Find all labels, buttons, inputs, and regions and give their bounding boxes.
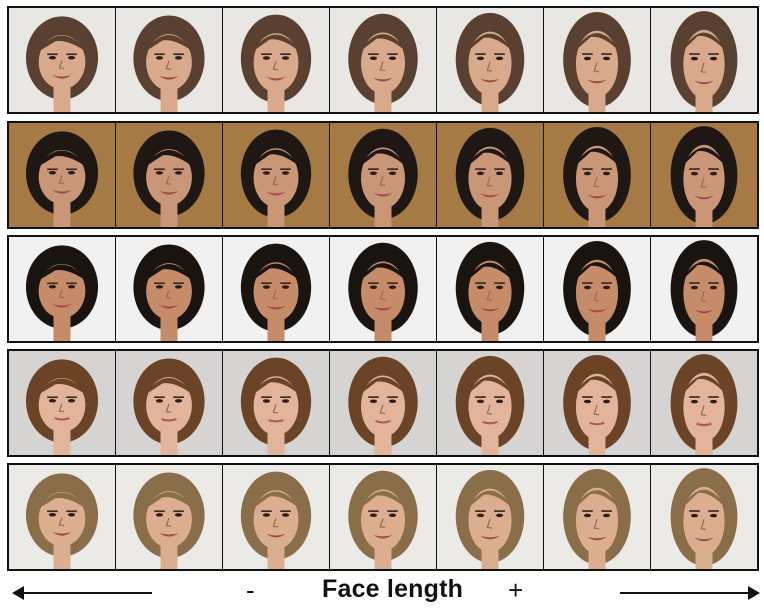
- face-image: [330, 123, 437, 227]
- axis-label: Face length: [322, 575, 464, 603]
- face-image: [116, 8, 223, 112]
- right-arrow-icon: [620, 586, 760, 600]
- minus-sign: -: [246, 575, 255, 605]
- face-row-3: [7, 235, 759, 343]
- face-image: [116, 123, 223, 227]
- face-image: [544, 351, 651, 455]
- face-image: [116, 351, 223, 455]
- face-image: [544, 465, 651, 569]
- plus-sign: +: [508, 575, 524, 605]
- face-image: [116, 237, 223, 341]
- face-image: [437, 123, 544, 227]
- face-row-1: [7, 6, 759, 114]
- face-image: [651, 351, 757, 455]
- face-image: [116, 465, 223, 569]
- face-image: [223, 465, 330, 569]
- face-image: [223, 237, 330, 341]
- face-image: [330, 8, 437, 112]
- left-arrow-icon: [12, 586, 152, 600]
- face-image: [651, 237, 757, 341]
- face-image: [9, 237, 116, 341]
- face-image: [9, 351, 116, 455]
- face-image: [651, 8, 757, 112]
- face-image: [9, 8, 116, 112]
- face-image: [437, 465, 544, 569]
- face-image: [651, 465, 757, 569]
- face-image: [651, 123, 757, 227]
- face-image: [9, 123, 116, 227]
- face-image: [437, 8, 544, 112]
- face-image: [330, 465, 437, 569]
- face-image: [223, 8, 330, 112]
- face-image: [544, 8, 651, 112]
- face-row-5: [7, 463, 759, 571]
- face-image: [437, 351, 544, 455]
- face-image: [223, 351, 330, 455]
- face-image: [544, 123, 651, 227]
- face-image: [330, 237, 437, 341]
- face-image: [437, 237, 544, 341]
- caption-bar: - Face length +: [0, 570, 764, 611]
- face-row-4: [7, 349, 759, 457]
- face-image: [9, 465, 116, 569]
- face-image: [544, 237, 651, 341]
- face-image: [330, 351, 437, 455]
- face-image: [223, 123, 330, 227]
- face-row-2: [7, 121, 759, 229]
